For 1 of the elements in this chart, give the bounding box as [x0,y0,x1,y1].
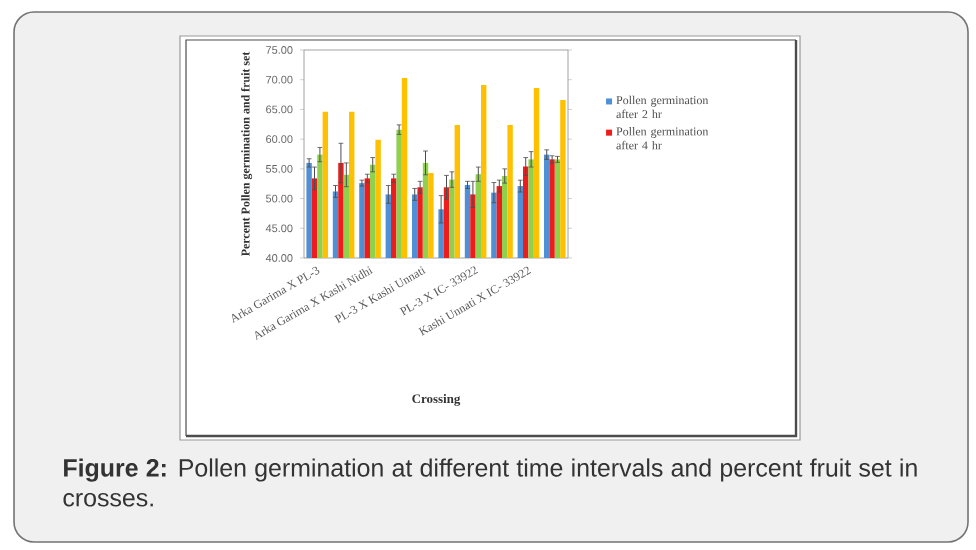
text: Figure 2: Pollen germination at different time intervals and percent fruit set in crosses. [63,458,917,507]
